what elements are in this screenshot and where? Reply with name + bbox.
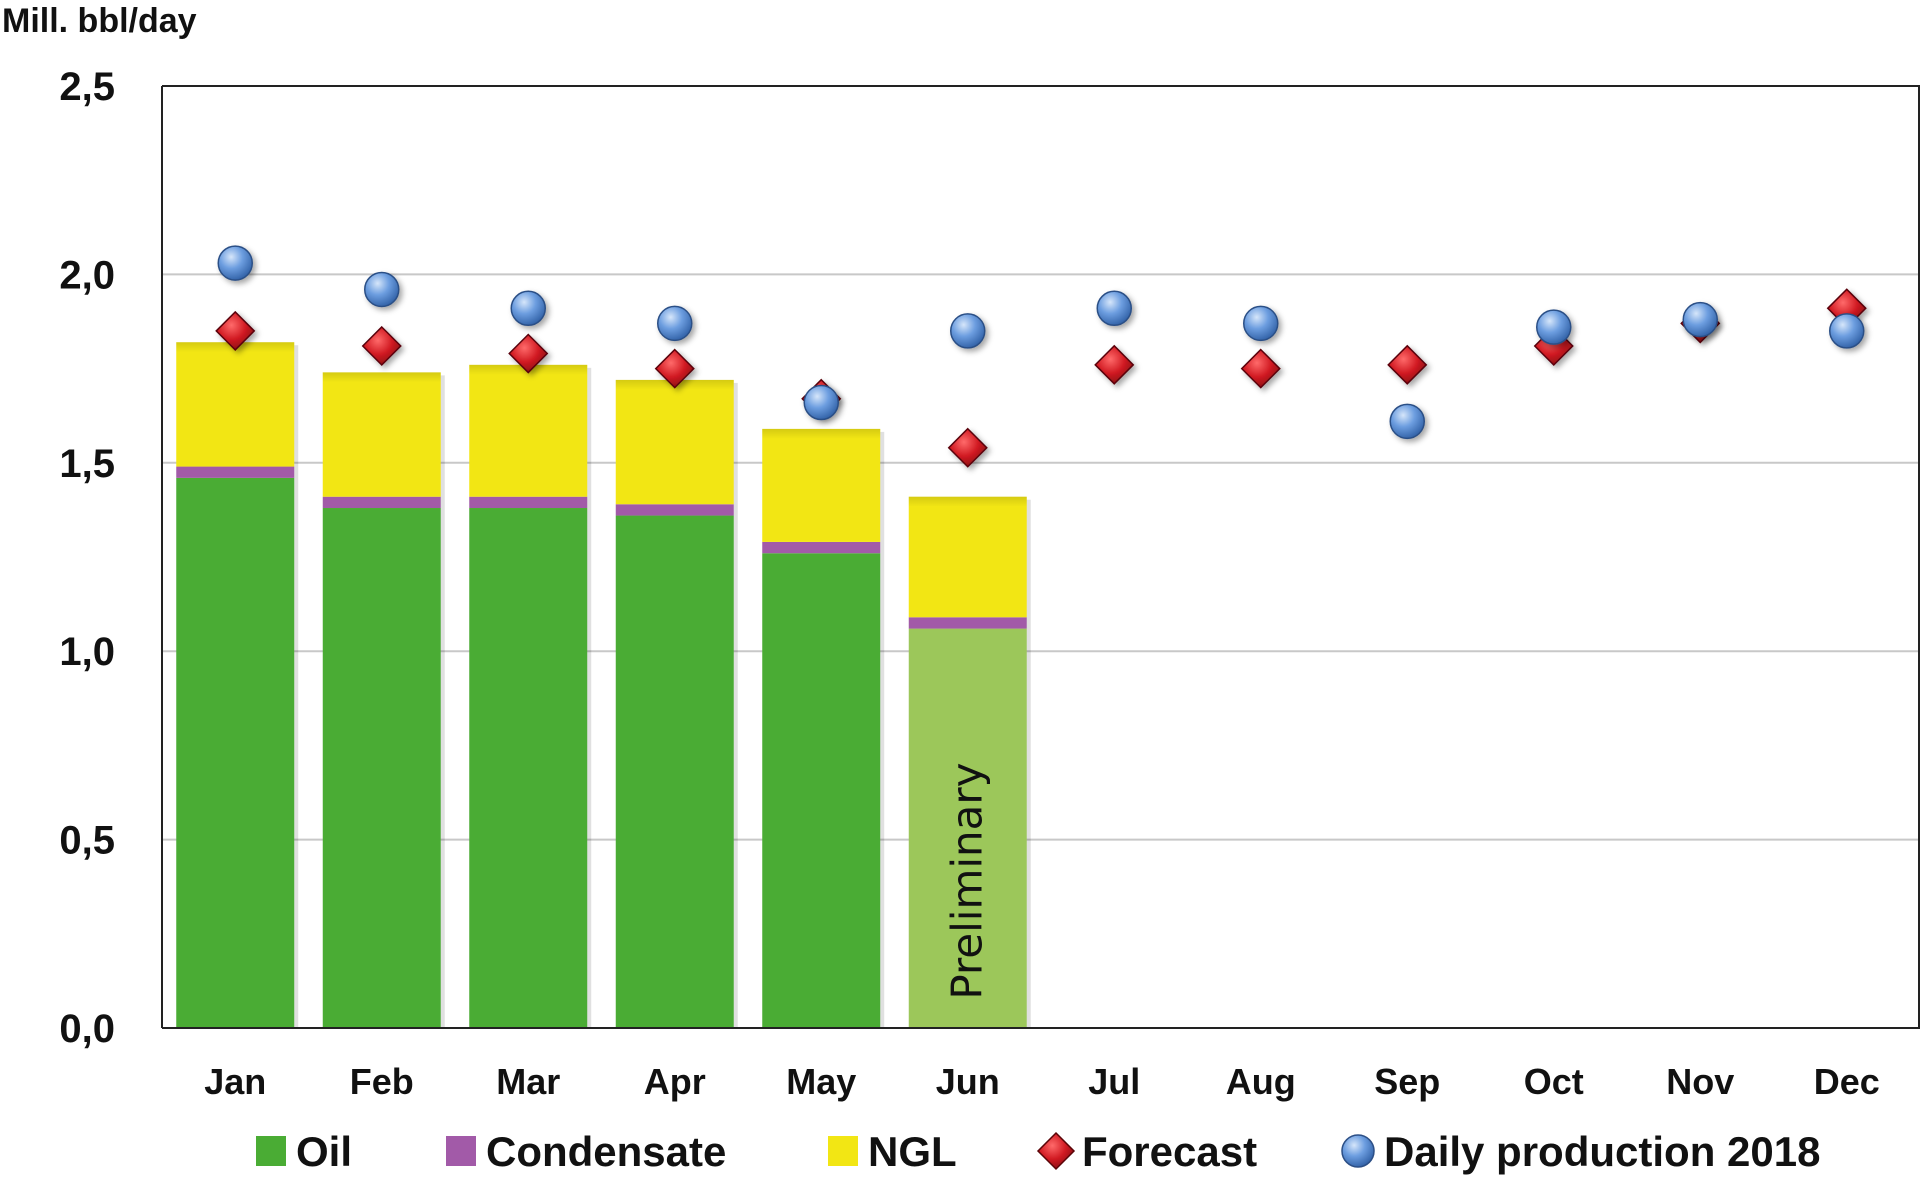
y-tick-label: 2,0 [59, 253, 115, 297]
y-tick-labels: 0,0 0,5 1,0 1,5 2,0 2,5 [59, 65, 115, 1051]
legend: Oil Condensate NGL Forecast Daily production… [256, 1128, 1820, 1175]
ngl-bar [615, 379, 734, 505]
daily-production-marker [510, 290, 546, 327]
y-axis-label: Mill. bbl/day [2, 2, 197, 40]
ngl-bar [469, 364, 588, 497]
oil-bar [762, 553, 881, 1028]
legend-ngl-swatch [828, 1136, 858, 1166]
forecast-marker [508, 333, 549, 374]
x-tick-label: Jun [936, 1061, 1000, 1102]
forecast-markers [215, 288, 1867, 468]
ngl-bar [176, 342, 295, 467]
condensate-bar [469, 496, 588, 509]
oil-bar [908, 628, 1027, 1028]
y-tick-label: 1,5 [59, 442, 115, 486]
x-tick-label: Jan [204, 1061, 266, 1102]
forecast-marker [215, 310, 256, 351]
legend-ngl-label: NGL [868, 1128, 957, 1175]
forecast-marker [1240, 348, 1281, 389]
y-tick-label: 0,0 [59, 1007, 115, 1051]
condensate-bar [176, 466, 295, 478]
bar-side-shade [1026, 499, 1031, 1028]
x-tick-label: Apr [644, 1061, 706, 1102]
daily-production-marker [1536, 309, 1572, 345]
x-tick-label: Oct [1524, 1061, 1584, 1102]
preliminary-annotation: Preliminary [943, 762, 992, 999]
x-tick-label: Dec [1814, 1061, 1880, 1102]
daily-production-marker [803, 384, 839, 421]
daily-production-marker [217, 245, 253, 281]
x-tick-labels: Jan Feb Mar Apr May Jun Jul Aug Sep Oct Nov Dec [204, 1061, 1880, 1102]
ngl-bar [322, 372, 441, 497]
forecast-marker [947, 427, 988, 468]
oil-bar [322, 508, 441, 1028]
legend-oil-swatch [256, 1136, 286, 1166]
forecast-marker [1387, 344, 1428, 385]
bar-side-shade [440, 375, 445, 1028]
legend-daily-production-swatch [1341, 1134, 1375, 1168]
y-tick-label: 1,0 [59, 630, 115, 674]
daily-production-marker [950, 313, 986, 349]
x-tick-label: Mar [496, 1061, 560, 1102]
daily-production-marker [1682, 301, 1718, 338]
legend-daily-production-label: Daily production 2018 [1384, 1128, 1820, 1175]
condensate-bar [762, 541, 881, 554]
bar-side-shade [880, 431, 885, 1028]
legend-condensate-swatch [446, 1136, 476, 1166]
daily-production-marker [1096, 290, 1132, 327]
forecast-marker [361, 325, 402, 367]
daily-production-markers [217, 245, 1865, 440]
axes [161, 85, 1920, 1029]
ngl-bar [908, 496, 1027, 618]
bar-side-shade [733, 382, 738, 1028]
forecast-marker [654, 348, 695, 389]
legend-forecast-swatch [1036, 1131, 1076, 1171]
condensate-bar [908, 617, 1027, 629]
bar-side-shade [587, 367, 592, 1028]
y-tick-label: 2,5 [59, 65, 115, 109]
x-tick-label: Sep [1374, 1061, 1440, 1102]
daily-production-marker [1243, 305, 1279, 342]
legend-forecast-label: Forecast [1082, 1128, 1257, 1175]
bar-top-shade [908, 496, 1027, 507]
y-tick-label: 0,5 [59, 819, 115, 863]
oil-bar [176, 477, 295, 1028]
bar-side-shade [294, 345, 299, 1028]
bars [176, 342, 1031, 1028]
x-tick-label: Nov [1666, 1061, 1734, 1102]
preliminary-label: Preliminary [943, 762, 992, 999]
oil-bar [615, 515, 734, 1028]
legend-condensate-label: Condensate [486, 1128, 726, 1175]
bar-top-shade [322, 372, 441, 383]
daily-production-marker [1389, 403, 1425, 440]
ngl-bar [762, 428, 881, 542]
daily-production-marker [364, 271, 400, 308]
x-tick-label: May [786, 1061, 856, 1102]
x-tick-label: Jul [1088, 1061, 1140, 1102]
condensate-bar [322, 496, 441, 509]
condensate-bar [615, 504, 734, 516]
legend-oil-label: Oil [296, 1128, 352, 1175]
bar-top-shade [762, 428, 881, 439]
forecast-marker [1094, 344, 1135, 385]
x-tick-label: Aug [1226, 1061, 1296, 1102]
x-tick-label: Feb [350, 1061, 414, 1102]
daily-production-marker [1829, 313, 1865, 349]
daily-production-marker [657, 305, 693, 342]
oil-bar [469, 508, 588, 1028]
